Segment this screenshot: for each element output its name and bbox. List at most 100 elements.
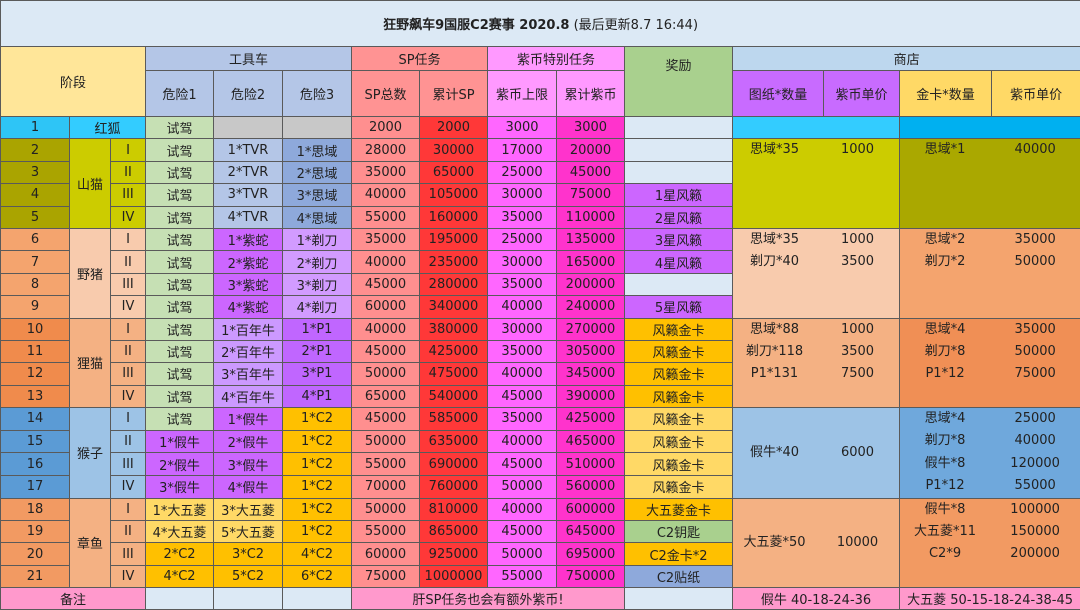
danger3-cell: 4*C2 xyxy=(283,543,352,565)
coin-cum: 200000 xyxy=(557,273,625,295)
danger1-cell: 试驾 xyxy=(146,296,214,318)
danger3-cell: 1*C2 xyxy=(283,498,352,520)
stage-number: 18 xyxy=(1,498,70,520)
shop-item: 假牛*8 xyxy=(900,499,990,521)
coin-limit: 45000 xyxy=(488,385,557,407)
footer-shop-right: 大五菱 50-15-18-24-38-45 xyxy=(900,588,1080,610)
footer-empty xyxy=(214,588,283,610)
reward-cell: 5星风籁 xyxy=(625,296,733,318)
danger1-cell: 1*大五菱 xyxy=(146,498,214,520)
sp-total: 55000 xyxy=(352,521,420,543)
stage-number: 14 xyxy=(1,408,70,431)
sp-cum: 1000000 xyxy=(420,565,488,587)
car-name: 章鱼 xyxy=(70,498,111,588)
sub-stage: II xyxy=(111,251,146,273)
shop-item: 思域*88 xyxy=(733,319,816,341)
shop-item: 假牛*8 xyxy=(900,453,990,475)
sp-cum: 475000 xyxy=(420,363,488,385)
sp-total: 50000 xyxy=(352,430,420,453)
coin-limit: 25000 xyxy=(488,161,557,183)
danger2-cell: 4*百年牛 xyxy=(214,385,283,407)
coin-cum: 240000 xyxy=(557,296,625,318)
shop-price: 200000 xyxy=(990,543,1080,565)
danger3-cell: 1*C2 xyxy=(283,430,352,453)
footer-note: 肝SP任务也会有额外紫币! xyxy=(352,588,625,610)
shop-price: 55000 xyxy=(990,475,1080,497)
sub-stage: II xyxy=(111,521,146,543)
shop-price: 3500 xyxy=(816,251,899,273)
car-name: 山猫 xyxy=(70,139,111,229)
coin-limit: 40000 xyxy=(488,296,557,318)
danger2-cell: 3*百年牛 xyxy=(214,363,283,385)
coin-cum: 110000 xyxy=(557,206,625,228)
shop-item: 剃刀*40 xyxy=(733,251,816,273)
header-sp-total: SP总数 xyxy=(352,71,420,117)
sp-cum: 2000 xyxy=(420,117,488,139)
header-coin-task: 紫币特别任务 xyxy=(488,47,625,71)
stage-number: 19 xyxy=(1,521,70,543)
danger2-cell: 5*大五菱 xyxy=(214,521,283,543)
danger1-cell: 试驾 xyxy=(146,385,214,407)
stage-number: 6 xyxy=(1,228,70,250)
danger1-cell: 试驾 xyxy=(146,251,214,273)
danger3-cell: 3*P1 xyxy=(283,363,352,385)
coin-cum: 165000 xyxy=(557,251,625,273)
stage-number: 15 xyxy=(1,430,70,453)
danger3-cell: 2*P1 xyxy=(283,340,352,362)
sp-total: 50000 xyxy=(352,498,420,520)
coin-limit: 35000 xyxy=(488,273,557,295)
danger2-cell: 1*紫蛇 xyxy=(214,228,283,250)
sp-cum: 865000 xyxy=(420,521,488,543)
danger3-cell: 1*C2 xyxy=(283,453,352,476)
coin-cum: 75000 xyxy=(557,184,625,206)
coin-limit: 40000 xyxy=(488,430,557,453)
danger3-cell: 3*剃刀 xyxy=(283,273,352,295)
shop-item: 思域*35 xyxy=(733,139,816,161)
danger1-cell: 试驾 xyxy=(146,340,214,362)
stage-number: 10 xyxy=(1,318,70,340)
shop-price: 7500 xyxy=(816,363,899,385)
header-sp-task: SP任务 xyxy=(352,47,488,71)
shop-price: 1000 xyxy=(816,319,899,341)
shop-price: 120000 xyxy=(990,453,1080,475)
danger1-cell: 1*假牛 xyxy=(146,430,214,453)
shop-price: 25000 xyxy=(990,408,1080,430)
sp-total: 35000 xyxy=(352,161,420,183)
coin-limit: 35000 xyxy=(488,206,557,228)
sp-cum: 585000 xyxy=(420,408,488,431)
danger1-cell: 试驾 xyxy=(146,206,214,228)
danger3-cell: 1*C2 xyxy=(283,408,352,431)
shop-price: 1000 xyxy=(816,139,899,161)
coin-cum: 645000 xyxy=(557,521,625,543)
coin-limit: 30000 xyxy=(488,318,557,340)
coin-limit: 40000 xyxy=(488,498,557,520)
footer-empty xyxy=(146,588,214,610)
danger1-cell: 4*大五菱 xyxy=(146,521,214,543)
sp-total: 2000 xyxy=(352,117,420,139)
sub-stage: I xyxy=(111,139,146,161)
danger2-cell: 3*TVR xyxy=(214,184,283,206)
stage-number: 13 xyxy=(1,385,70,407)
coin-limit: 30000 xyxy=(488,184,557,206)
danger1-cell: 2*C2 xyxy=(146,543,214,565)
stage-number: 11 xyxy=(1,340,70,362)
sub-stage: III xyxy=(111,543,146,565)
reward-cell: 3星风籁 xyxy=(625,228,733,250)
sp-total: 45000 xyxy=(352,408,420,431)
header-tool-car: 工具车 xyxy=(146,47,352,71)
shop-item: 思域*2 xyxy=(900,229,990,251)
danger2-cell: 1*TVR xyxy=(214,139,283,161)
header-shop: 商店 xyxy=(733,47,1080,71)
stage-number: 5 xyxy=(1,206,70,228)
reward-cell: 风籁金卡 xyxy=(625,385,733,407)
danger2-cell: 4*假牛 xyxy=(214,476,283,499)
sub-stage: I xyxy=(111,498,146,520)
danger1-cell: 试驾 xyxy=(146,161,214,183)
car-name: 野猪 xyxy=(70,228,111,318)
header-danger1: 危险1 xyxy=(146,71,214,117)
